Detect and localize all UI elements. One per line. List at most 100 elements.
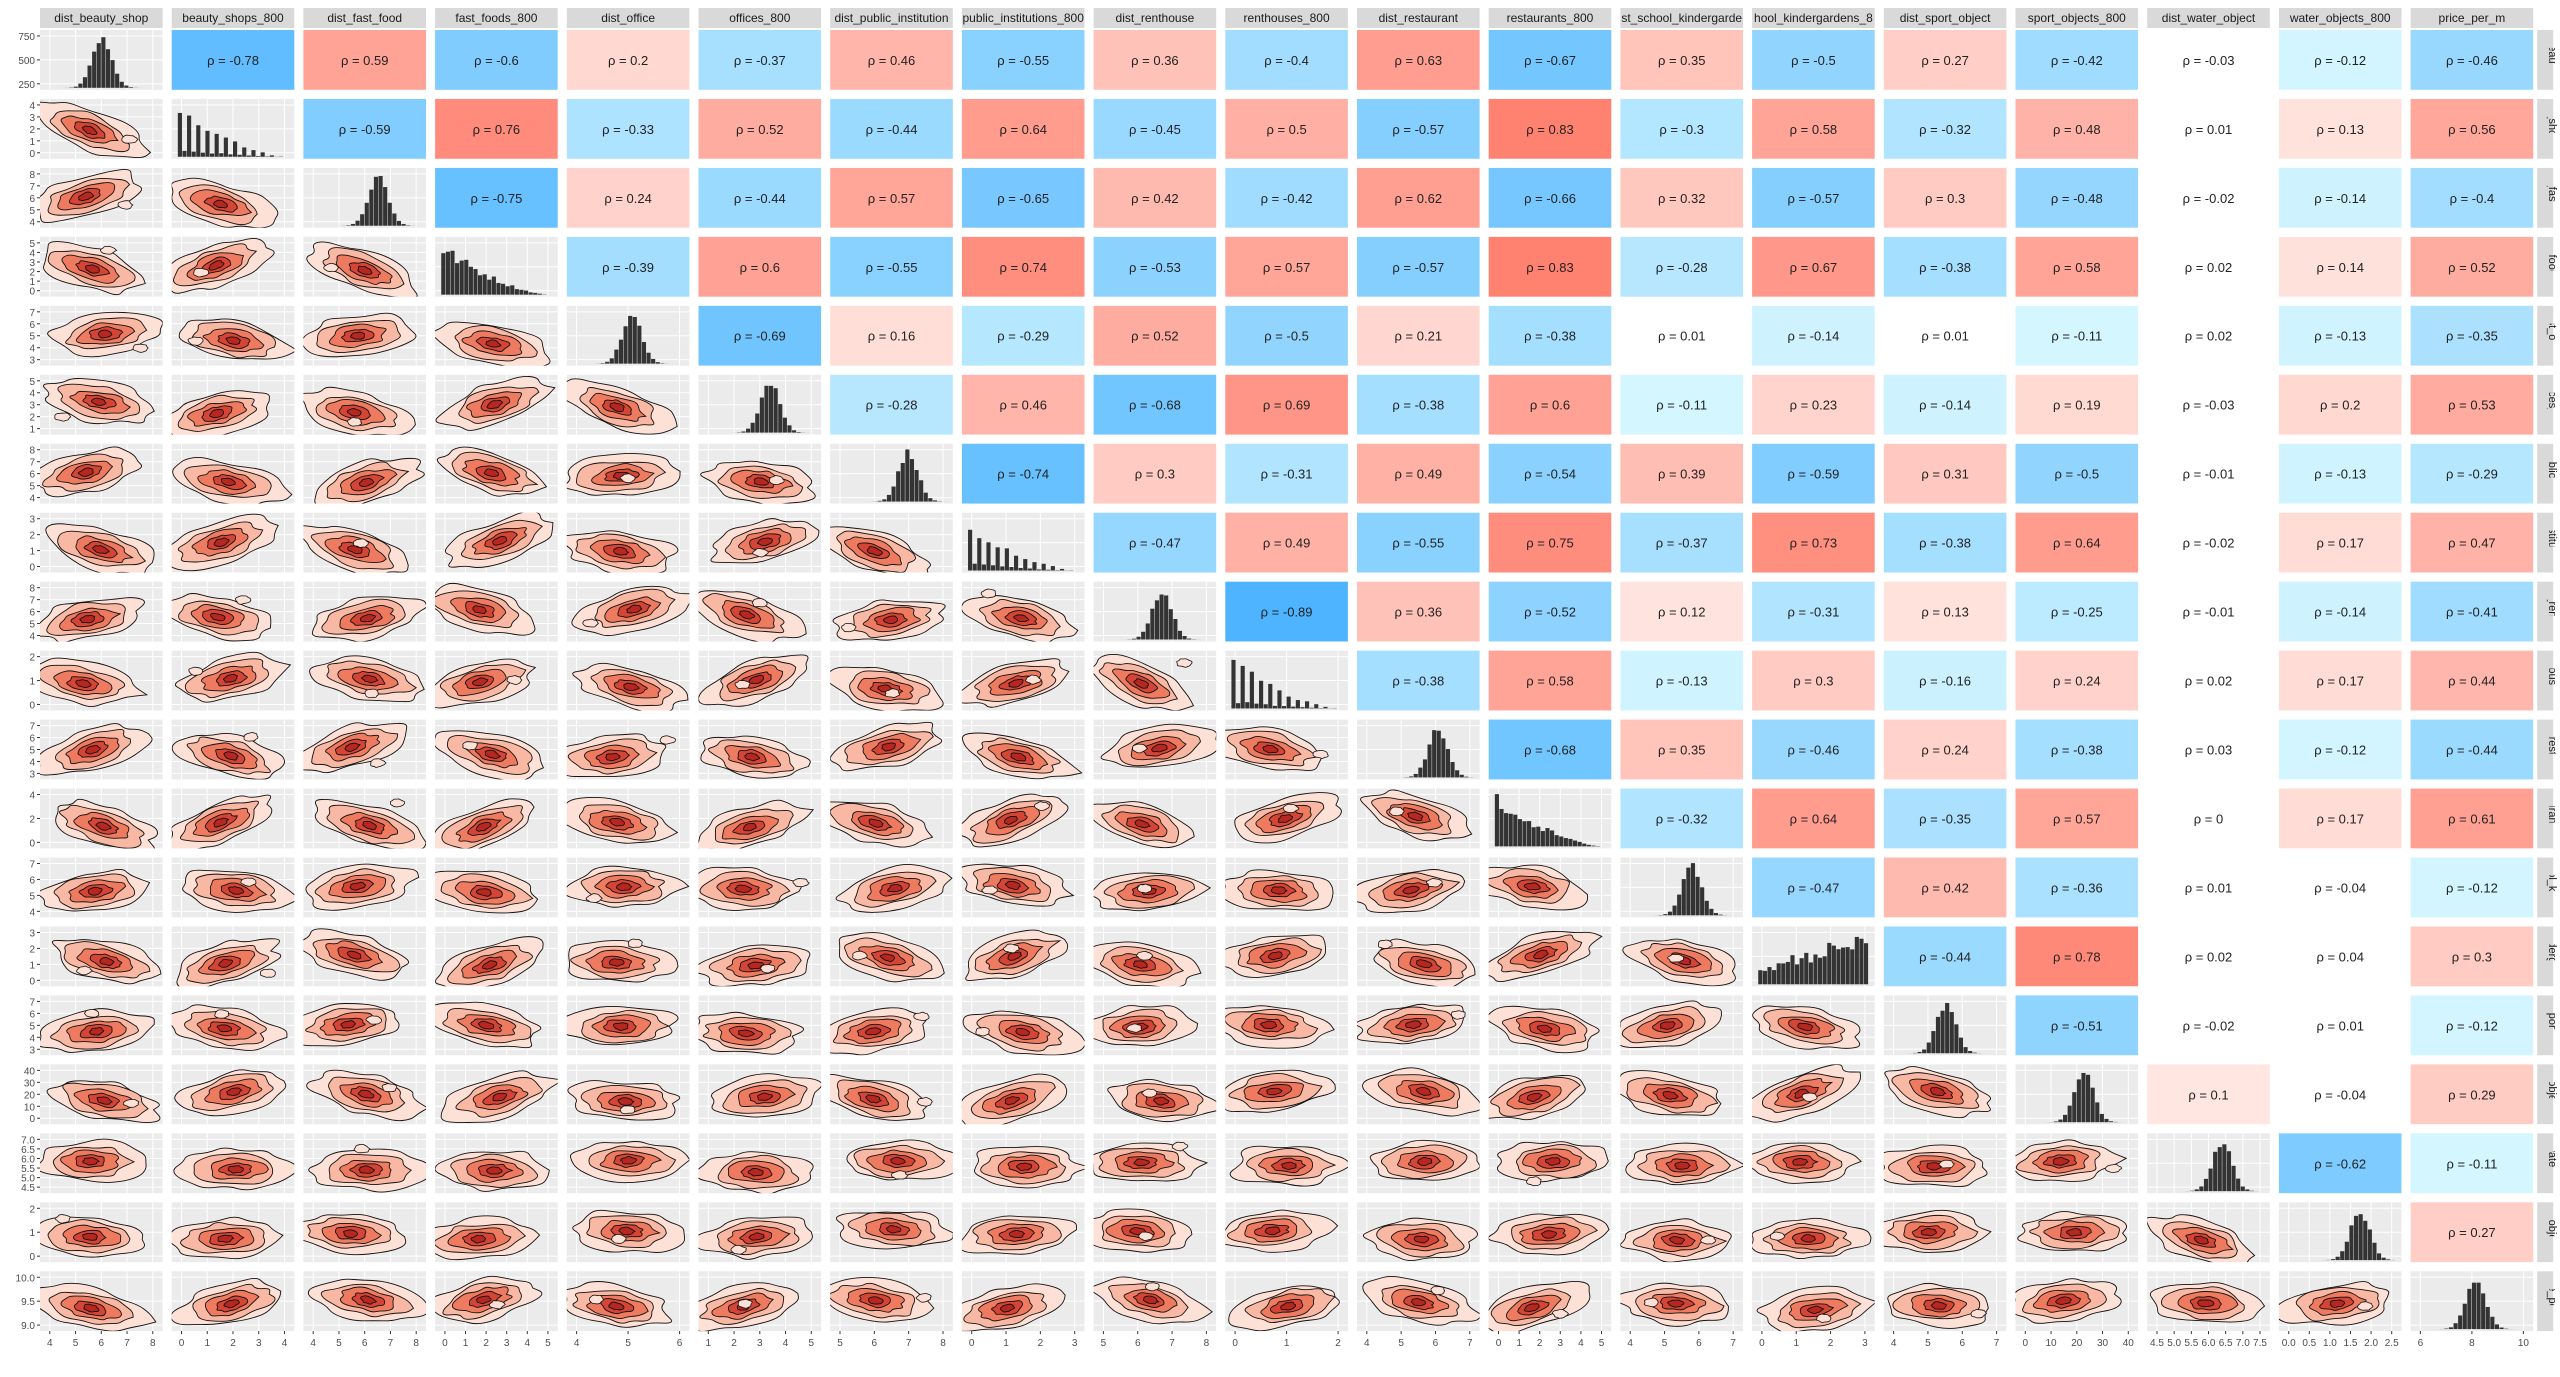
x-tick-label: 6 [1959, 1338, 1965, 1349]
density-panel [435, 857, 558, 918]
density-contour [484, 749, 502, 760]
y-tick-label: 3 [29, 769, 35, 780]
histogram-bar [487, 279, 492, 295]
histogram-bar [491, 276, 496, 295]
x-tick-label: 7 [1994, 1338, 2000, 1349]
correlation-label: ρ = -0.29 [2446, 467, 2498, 482]
density-contour [87, 886, 103, 896]
column-label: restaurants_800 [1507, 11, 1594, 25]
correlation-label: ρ = 0.6 [740, 260, 780, 275]
density-panel [435, 650, 558, 711]
histogram-bar [1850, 949, 1855, 985]
density-contour [890, 1156, 906, 1166]
density-contour [213, 199, 229, 209]
histogram-bar [1762, 970, 1767, 985]
histogram-bar [1168, 609, 1173, 640]
correlation-cell: ρ = -0.48 [2015, 167, 2139, 228]
y-tick-label: 0 [29, 287, 35, 298]
row-strip: st_restaura [2537, 719, 2558, 780]
histogram-bar [2340, 1251, 2345, 1261]
density-contour [882, 615, 899, 625]
y-tick-label: 5 [29, 239, 35, 250]
histogram-bar [1254, 703, 1259, 709]
density-contour [360, 1295, 378, 1305]
correlation-label: ρ = -0.11 [2446, 1156, 2497, 1171]
density-panel [171, 857, 295, 918]
histogram-bar [210, 153, 215, 157]
correlation-cell: ρ = -0.14 [1883, 374, 2007, 435]
correlation-label: ρ = 0.46 [999, 398, 1047, 413]
correlation-label: ρ = -0.89 [1261, 605, 1313, 620]
histogram-bar [1804, 952, 1809, 985]
density-contour [77, 467, 94, 477]
correlation-label: ρ = -0.35 [2446, 329, 2498, 344]
histogram-bar [1413, 773, 1418, 778]
density-panel [40, 926, 163, 987]
correlation-cell: ρ = 0.24 [2015, 650, 2139, 711]
density-contour [2055, 1296, 2073, 1305]
y-tick-label: 2 [29, 1204, 35, 1215]
correlation-label: ρ = 0.17 [2316, 536, 2364, 551]
x-tick-label: 1 [1516, 1338, 1522, 1349]
density-contour [483, 468, 500, 478]
histogram-panel [1752, 926, 1875, 987]
histogram-bar [2467, 1288, 2472, 1330]
correlation-label: ρ = -0.57 [1392, 122, 1444, 137]
correlation-label: ρ = -0.02 [2183, 191, 2235, 206]
correlation-cell: ρ = -0.67 [1488, 30, 1612, 90]
x-tick-label: 4 [47, 1338, 53, 1349]
histogram-bar [124, 85, 129, 88]
x-tick-label: 6.0 [2202, 1338, 2216, 1349]
correlation-label: ρ = 0.32 [1658, 191, 1706, 206]
y-tick-label: 4 [29, 389, 35, 400]
correlation-cell: ρ = 0.39 [1620, 443, 1743, 504]
density-panel [698, 995, 822, 1056]
correlation-cell: ρ = 0.12 [1620, 581, 1743, 642]
density-panel [435, 581, 558, 642]
density-contour [216, 1024, 233, 1033]
correlation-label: ρ = -0.33 [602, 122, 654, 137]
density-contour [227, 1165, 244, 1174]
density-contour [1015, 1028, 1031, 1037]
row-label: ty_shops_ [2546, 104, 2558, 155]
x-tick-label: 1.0 [2323, 1338, 2337, 1349]
correlation-label: ρ = 0.02 [2185, 329, 2233, 344]
row-label: hool_kinder [2546, 859, 2558, 916]
histogram-bar [1245, 702, 1250, 709]
density-contour [1008, 1230, 1026, 1238]
histogram-bar [1272, 705, 1277, 709]
correlation-cell: ρ = -0.32 [1620, 788, 1743, 849]
density-contour [208, 260, 225, 271]
histogram-bar [1277, 690, 1282, 709]
density-contour [223, 1299, 240, 1309]
correlation-label: ρ = -0.68 [1129, 398, 1181, 413]
y-tick-label: 2 [29, 653, 35, 664]
histogram-bar [1300, 707, 1305, 709]
density-contour [612, 1022, 629, 1031]
histogram-bar [2358, 1214, 2363, 1261]
correlation-label: ρ = -0.42 [2051, 53, 2103, 68]
correlation-label: ρ = 0.3 [1793, 674, 1833, 689]
correlation-label: ρ = -0.69 [734, 329, 786, 344]
column-label: sport_objects_800 [2028, 11, 2126, 25]
density-panel [40, 719, 163, 780]
density-panel [1620, 1271, 1743, 1332]
column-strip: dist_beauty_shop [40, 8, 163, 28]
histogram-panel [435, 236, 558, 297]
x-tick-label: 1 [1003, 1338, 1009, 1349]
correlation-cell: ρ = 0.61 [2410, 788, 2534, 849]
correlation-label: ρ = 0.27 [1921, 53, 1969, 68]
density-panel [40, 1133, 163, 1194]
correlation-cell: ρ = 0.58 [1488, 650, 1612, 711]
x-tick-label: 5 [837, 1338, 843, 1349]
histogram-bar [2226, 1151, 2232, 1192]
density-panel [171, 512, 295, 573]
row-strip: nthouses_8 [2537, 650, 2558, 711]
histogram-bar [1159, 594, 1164, 640]
histogram-bar [750, 422, 755, 433]
histogram-bar [877, 500, 882, 502]
y-tick-label: 3 [29, 1045, 35, 1056]
correlation-cell: ρ = 0.63 [1357, 30, 1480, 90]
x-tick-label: 0 [179, 1338, 185, 1349]
density-panel [435, 719, 558, 780]
